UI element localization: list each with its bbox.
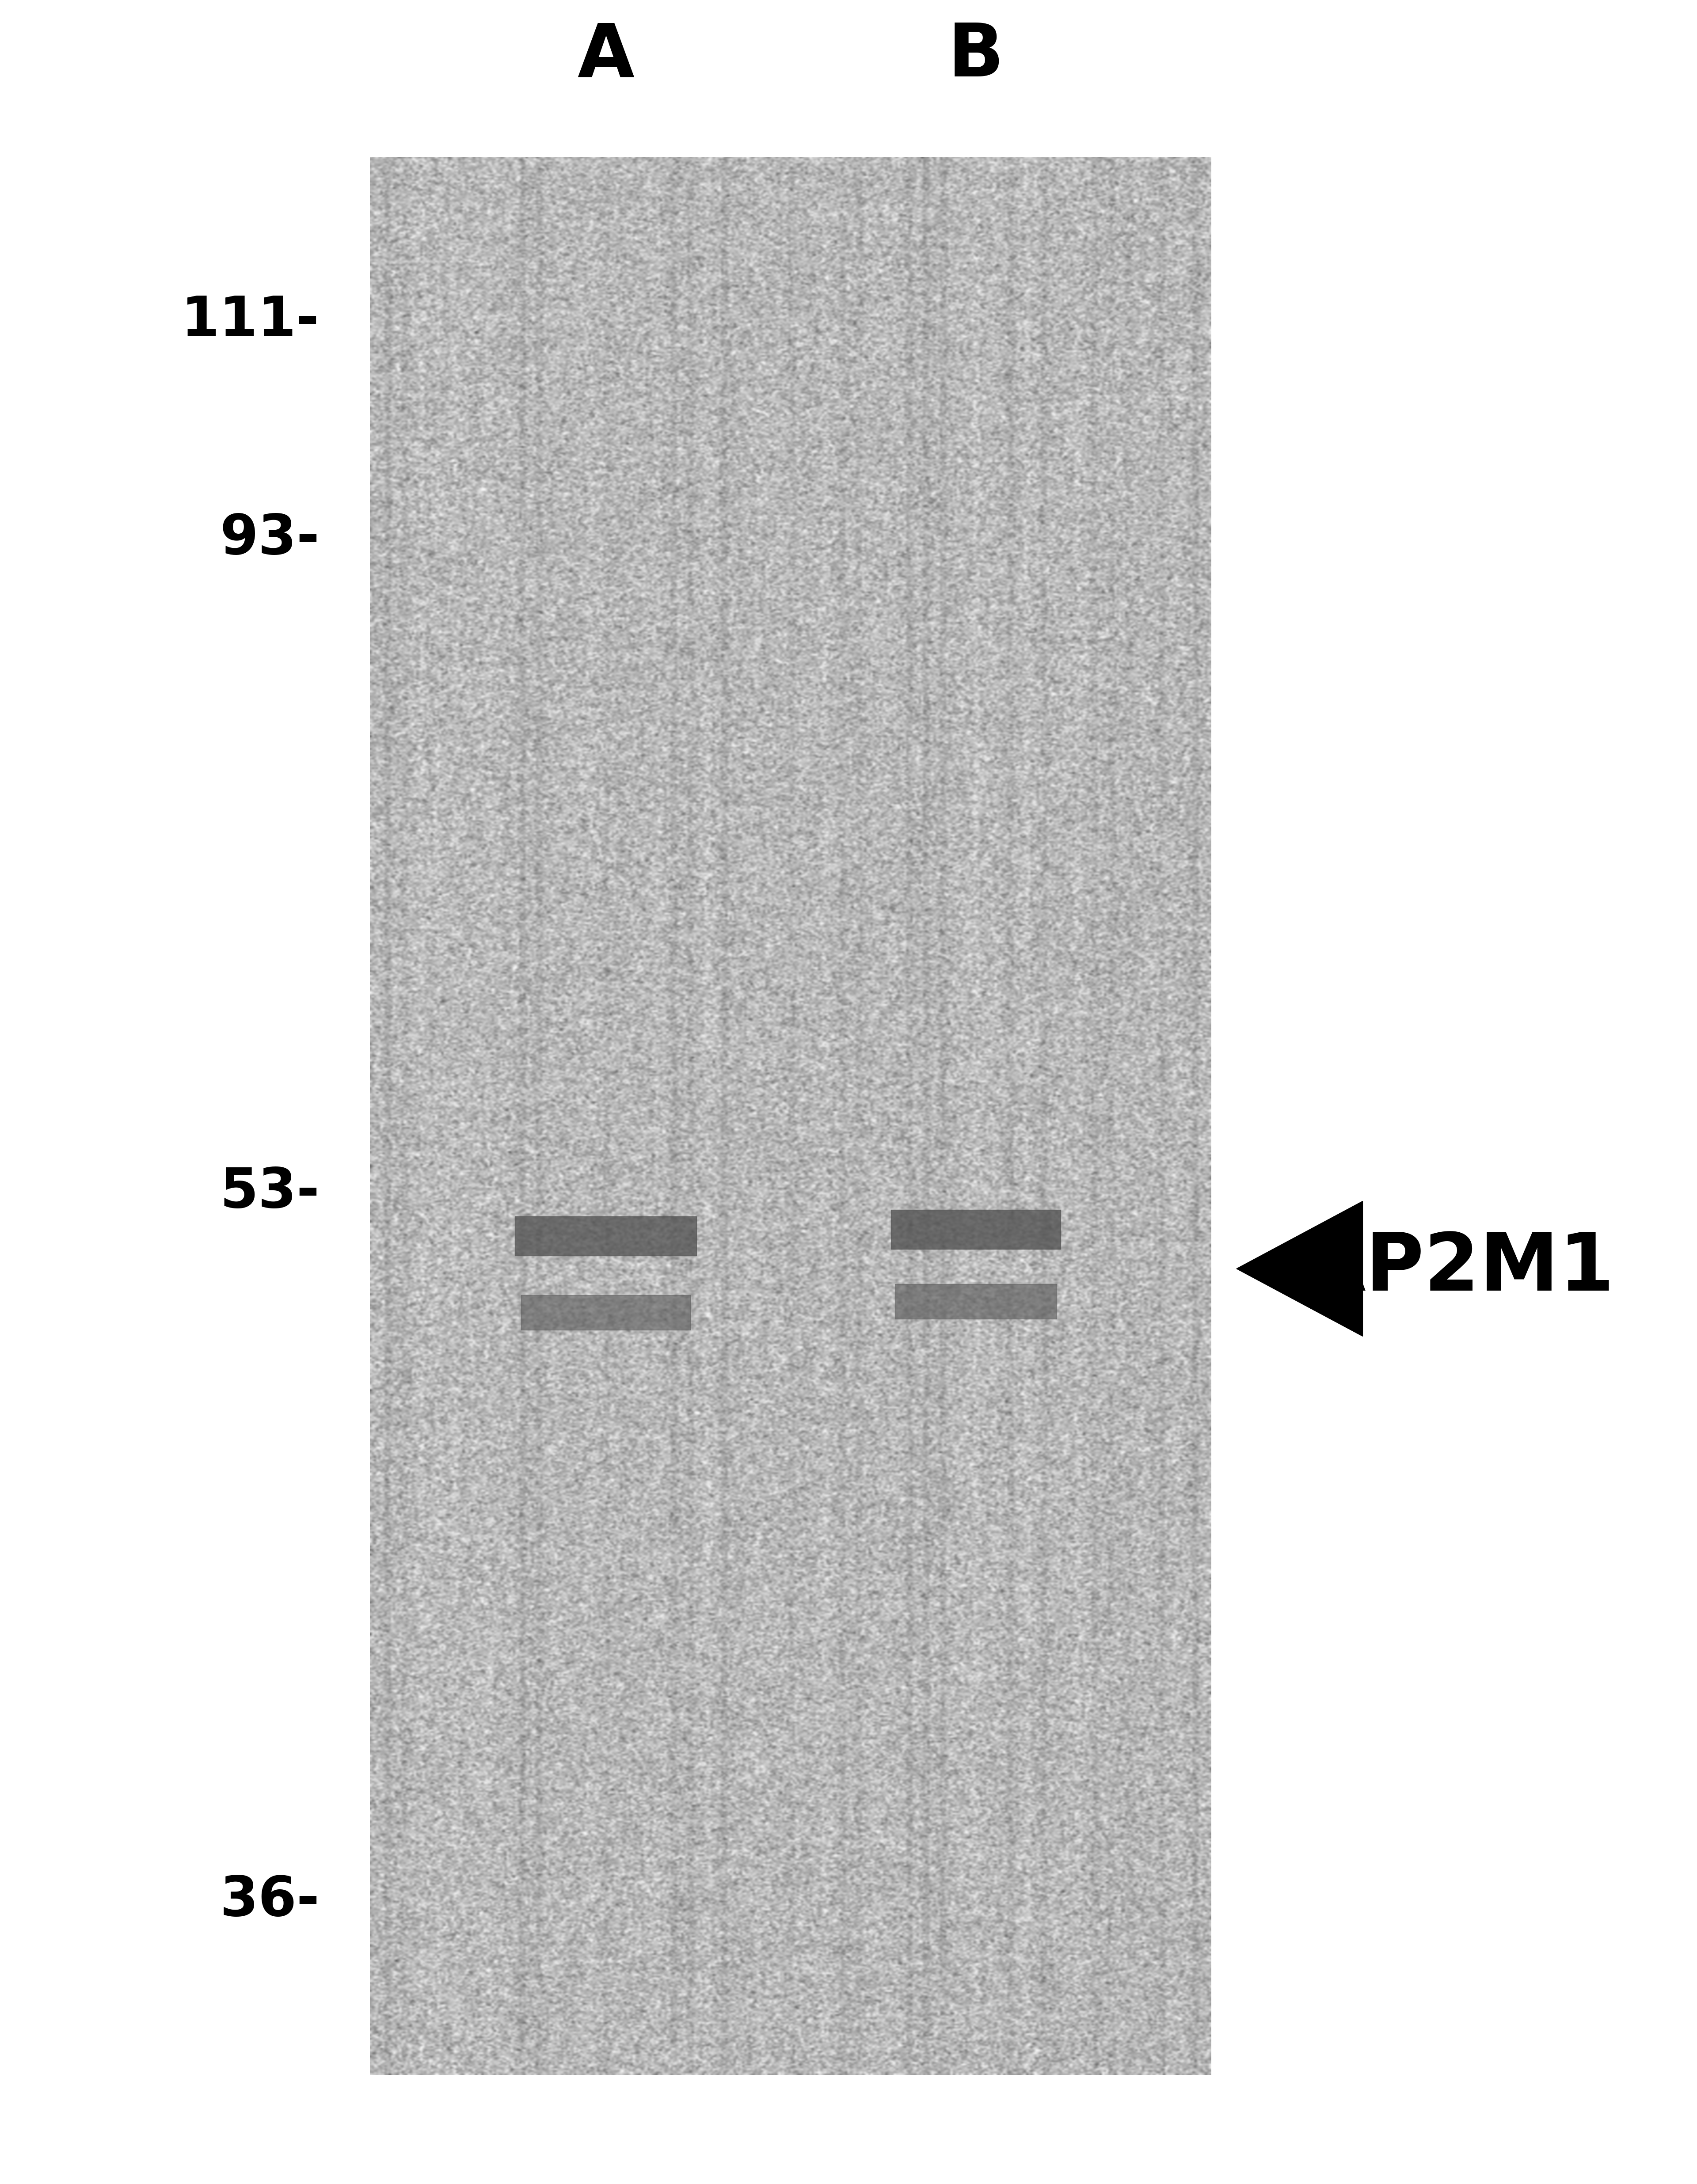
Text: 36-: 36-: [221, 1874, 319, 1928]
Text: 111-: 111-: [182, 295, 319, 347]
Text: A: A: [577, 20, 635, 92]
Text: B: B: [947, 20, 1005, 92]
Polygon shape: [1237, 1201, 1363, 1337]
Text: AP2M1: AP2M1: [1303, 1230, 1614, 1308]
Text: 53-: 53-: [221, 1166, 319, 1219]
Text: 93-: 93-: [221, 511, 319, 566]
